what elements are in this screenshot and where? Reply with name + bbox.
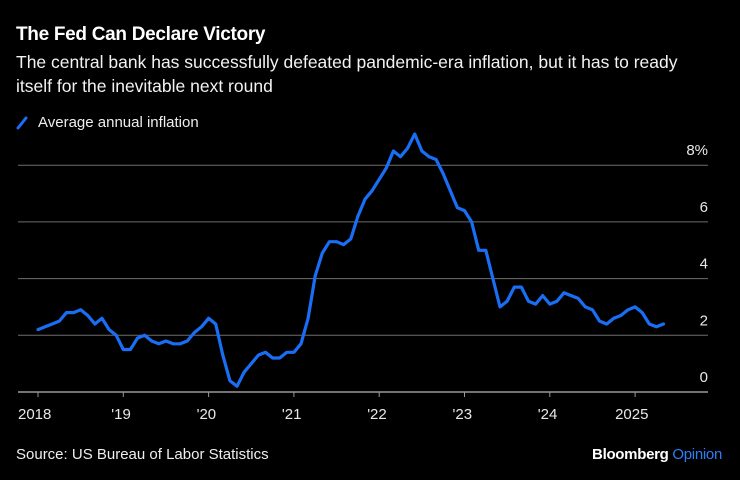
x-tick-label: '24 bbox=[538, 406, 558, 423]
x-tick-label: '23 bbox=[453, 406, 473, 423]
y-tick-label: 0 bbox=[700, 369, 708, 386]
y-tick-label: 6 bbox=[700, 199, 708, 216]
x-tick-label: '19 bbox=[111, 406, 131, 423]
y-tick-label: 8% bbox=[686, 142, 708, 159]
x-tick-label: 2025 bbox=[615, 406, 648, 423]
series-line-average-annual-inflation bbox=[36, 132, 666, 388]
source-note: Source: US Bureau of Labor Statistics bbox=[16, 446, 269, 463]
x-tick-label: '22 bbox=[367, 406, 387, 423]
x-tick-label: 2018 bbox=[18, 406, 51, 423]
legend-label: Average annual inflation bbox=[38, 114, 199, 131]
bloomberg-opinion-logo: Bloomberg Opinion bbox=[592, 446, 722, 463]
legend: Average annual inflation bbox=[16, 114, 199, 131]
y-tick-label: 2 bbox=[700, 312, 708, 329]
logo-suffix: Opinion bbox=[672, 446, 722, 463]
x-tick-label: '21 bbox=[282, 406, 302, 423]
chart-title: The Fed Can Declare Victory bbox=[16, 24, 266, 45]
logo-brand: Bloomberg bbox=[592, 446, 669, 463]
y-tick-label: 4 bbox=[700, 256, 708, 273]
line-swatch-icon bbox=[16, 116, 28, 129]
chart-subtitle: The central bank has successfully defeat… bbox=[16, 52, 678, 96]
x-tick-label: '20 bbox=[197, 406, 217, 423]
